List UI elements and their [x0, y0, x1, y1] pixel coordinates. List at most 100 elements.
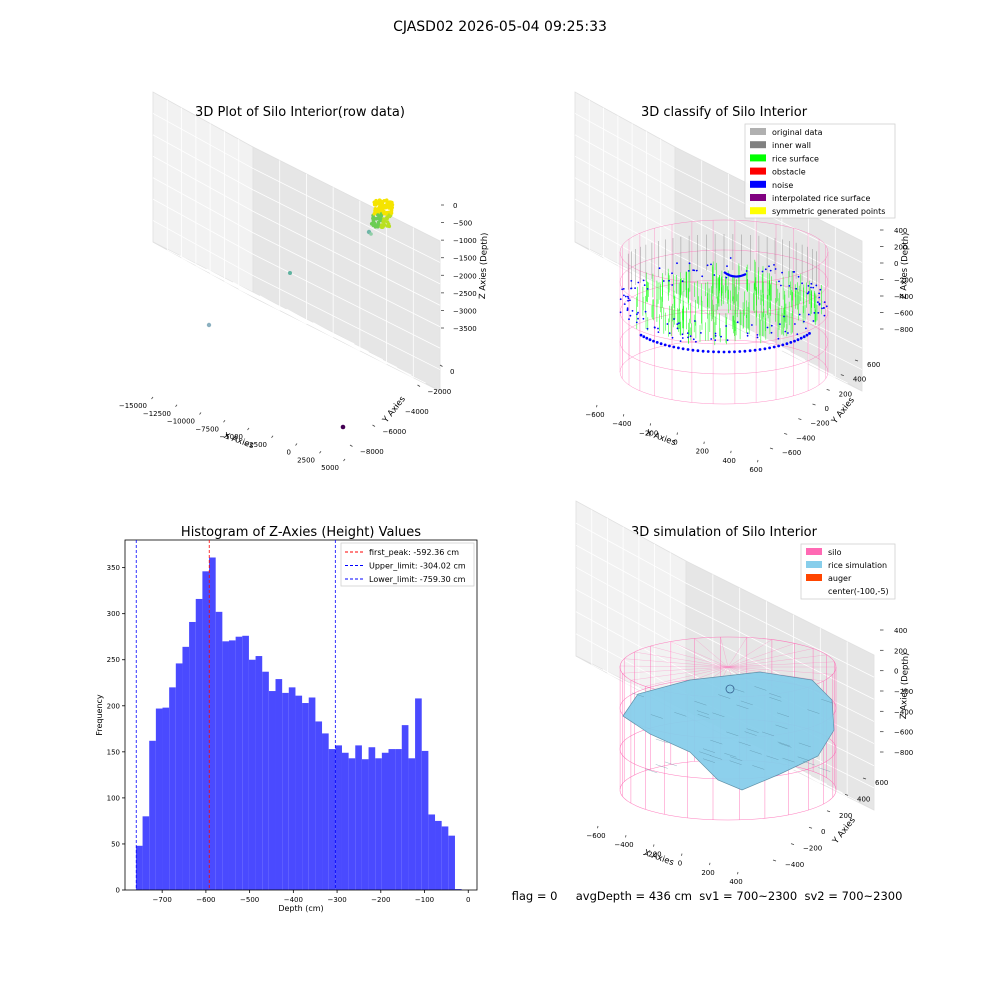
classify-gridline [574, 177, 676, 234]
classify-y-axis-tick-label: 400 [853, 376, 866, 384]
simulation-mesh-line [724, 753, 737, 758]
histogram-bar [441, 826, 449, 890]
classify-legend-label: inner wall [772, 141, 811, 150]
simulation-y-axis-tick-label: 400 [857, 795, 870, 803]
classify-noise-point [781, 343, 785, 347]
histogram-legend-label: Lower_limit: -759.30 cm [369, 575, 466, 584]
raw-x-axis-tick [343, 458, 346, 462]
classify-noise-point [768, 346, 771, 350]
classify-x-axis-tick [676, 432, 678, 435]
simulation-silo-spoke [727, 666, 824, 682]
classify-noise-point [696, 349, 700, 353]
classify-noise-point [780, 284, 782, 287]
histogram-legend-box [340, 542, 475, 587]
classify-noise-point [643, 284, 646, 286]
simulation-mesh-line [655, 738, 668, 744]
classify-noise-point [763, 347, 767, 351]
simulation-gridline [685, 604, 875, 700]
histogram-y-tick-label: 150 [107, 748, 120, 756]
simulation-z-axis-tick-label: −200 [894, 688, 913, 696]
simulation-mesh-line [776, 712, 790, 717]
simulation-mesh-line [730, 756, 743, 761]
classify-noise-point [770, 331, 773, 334]
classify-noise-point [746, 332, 749, 335]
classify-noise-point [815, 284, 818, 287]
classify-noise-point [710, 263, 712, 266]
classify-x-axis-tick [730, 450, 732, 454]
simulation-silo-spoke [727, 643, 795, 668]
raw-x-axis-tick-label: 2500 [297, 456, 315, 464]
classify-z-label: Z Axies (Depth) [899, 232, 911, 299]
simulation-mesh-line [726, 731, 739, 737]
simulation-mesh-line [744, 731, 757, 736]
simulation-mesh-line [674, 712, 687, 717]
histogram-bar [355, 745, 362, 890]
simulation-x-axis-tick [681, 853, 683, 856]
classify-noise-point [746, 334, 749, 337]
classify-legend-label: obstacle [772, 168, 806, 177]
simulation-mesh-line [710, 755, 723, 760]
simulation-mesh-line [718, 694, 731, 699]
simulation-silo-spoke [727, 639, 772, 668]
classify-noise-point [720, 335, 722, 338]
classify-noise-point [701, 349, 705, 353]
classify-noise-point [813, 312, 816, 314]
simulation-mesh-line [749, 750, 762, 755]
simulation-x-axis-tick [653, 844, 655, 847]
classify-noise-point [663, 343, 667, 347]
classify-noise-point [622, 288, 625, 290]
classify-noise-point [729, 257, 732, 259]
histogram-y-label: Frequency [95, 694, 104, 736]
raw-y-axis-tick [349, 444, 353, 447]
classify-noise-point [823, 314, 826, 317]
simulation-y-axis-tick [826, 810, 831, 813]
classify-y-axis-tick [769, 447, 774, 450]
simulation-x-axis-tick-label: −400 [614, 841, 633, 849]
simulation-silo-spoke [670, 641, 729, 668]
histogram-x-tick-label: −400 [284, 896, 303, 904]
simulation-mesh-line [702, 758, 716, 763]
classify-noise-point [637, 311, 639, 314]
classify-noise-point [798, 313, 801, 316]
classify-noise-point [681, 347, 685, 351]
histogram-y-tick-label: 350 [107, 564, 120, 572]
histogram-bar [408, 758, 416, 890]
histogram-bar [361, 759, 369, 890]
histogram-bar [341, 752, 349, 890]
classify-noise-point [671, 272, 673, 275]
panel-histogram: Histogram of Z-Axies (Height) Values −70… [95, 525, 478, 913]
classify-legend-swatch [750, 141, 766, 149]
classify-noise-point [626, 309, 629, 312]
classify-noise-point [808, 332, 811, 335]
classify-noise-point [733, 350, 736, 354]
classify-noise-point [785, 342, 789, 346]
simulation-y-axis-tick [808, 826, 813, 829]
classify-noise-point [825, 305, 828, 308]
classify-noise-point [769, 269, 772, 272]
histogram-bar [381, 752, 389, 890]
raw-point [369, 232, 373, 236]
simulation-mesh-line [736, 704, 749, 710]
classify-noise-point [805, 333, 809, 337]
classify-noise-point [637, 317, 639, 320]
classify-noise-point [673, 318, 675, 320]
raw-x-axis-tick [175, 404, 178, 407]
classify-noise-point [635, 321, 638, 324]
simulation-gridline [575, 522, 687, 584]
raw-point [340, 424, 346, 430]
histogram-bar [295, 695, 303, 890]
simulation-mesh-line [631, 692, 645, 698]
simulation-y-axis-tick-label: −200 [803, 845, 822, 853]
classify-noise-point [671, 284, 674, 286]
classify-noise-point [642, 279, 645, 282]
classify-noise-point [748, 349, 752, 353]
classify-noise-point [817, 312, 820, 314]
raw-y-axis-tick-label: −4000 [405, 408, 429, 416]
classify-noise-point [793, 271, 796, 273]
histogram-legend-label: first_peak: -592.36 cm [369, 548, 459, 557]
simulation-gridline [575, 611, 687, 673]
histogram-title: Histogram of Z-Axies (Height) Values [181, 525, 421, 540]
classify-noise-point [818, 303, 821, 306]
classify-z-axis-tick-label: −800 [894, 326, 913, 334]
